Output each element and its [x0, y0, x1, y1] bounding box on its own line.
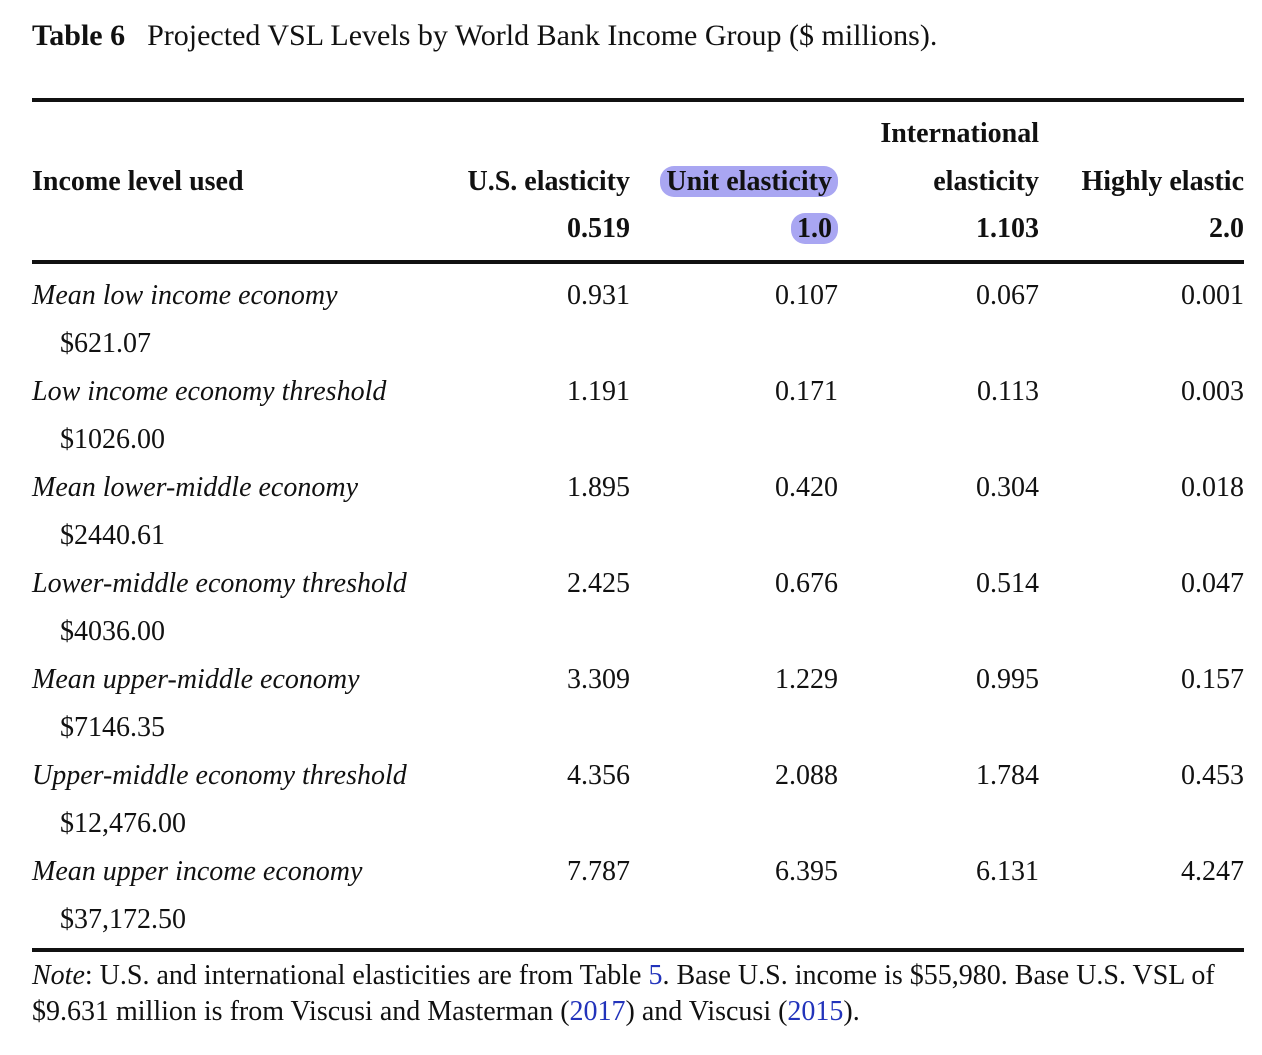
table-title: Projected VSL Levels by World Bank Incom…: [147, 19, 938, 52]
cell-highly-elastic: 0.001: [1181, 280, 1244, 311]
row-income: $2440.61: [60, 520, 165, 551]
row-name: Mean upper-middle economy: [32, 664, 360, 695]
cell-us: 1.191: [567, 376, 630, 407]
table-caption: Table 6 Projected VSL Levels by World Ban…: [32, 16, 937, 56]
header-income-level: Income level used: [32, 166, 244, 197]
cell-us: 7.787: [567, 856, 630, 887]
header-international-value: 1.103: [976, 213, 1039, 244]
cell-international: 0.113: [977, 376, 1039, 407]
cell-highly-elastic: 0.157: [1181, 664, 1244, 695]
cell-international: 0.995: [976, 664, 1039, 695]
cell-unit: 0.107: [775, 280, 838, 311]
row-income: $7146.35: [60, 712, 165, 743]
header-rule: [32, 260, 1244, 264]
table-label: Table 6: [32, 19, 126, 52]
cell-international: 0.304: [976, 472, 1039, 503]
row-income: $4036.00: [60, 616, 165, 647]
row-income: $37,172.50: [60, 904, 186, 935]
cell-unit: 2.088: [775, 760, 838, 791]
cell-international: 1.784: [976, 760, 1039, 791]
cell-us: 1.895: [567, 472, 630, 503]
header-us-elasticity: U.S. elasticity: [467, 166, 630, 197]
note-text-1: : U.S. and international elasticities ar…: [84, 960, 649, 991]
citation-2017-link[interactable]: 2017: [569, 996, 626, 1027]
cell-highly-elastic: 0.453: [1181, 760, 1244, 791]
header-us-elasticity-value: 0.519: [567, 213, 630, 244]
cell-highly-elastic: 4.247: [1181, 856, 1244, 887]
cell-us: 2.425: [567, 568, 630, 599]
citation-2015-link[interactable]: 2015: [787, 996, 844, 1027]
row-income: $621.07: [60, 328, 151, 359]
row-name: Upper-middle economy threshold: [32, 760, 407, 791]
cell-unit: 6.395: [775, 856, 838, 887]
row-income: $12,476.00: [60, 808, 186, 839]
note-label: Note: [32, 960, 85, 991]
cell-international: 0.514: [976, 568, 1039, 599]
row-name: Low income economy threshold: [32, 376, 387, 407]
header-unit-elasticity: Unit elasticity: [660, 164, 838, 200]
cell-international: 6.131: [976, 856, 1039, 887]
cell-unit: 0.676: [775, 568, 838, 599]
table-5-link[interactable]: 5: [648, 960, 663, 991]
header-highly-elastic-value: 2.0: [1209, 213, 1244, 244]
row-name: Lower-middle economy threshold: [32, 568, 407, 599]
cell-unit: 0.420: [775, 472, 838, 503]
row-name: Mean lower-middle economy: [32, 472, 359, 503]
row-income: $1026.00: [60, 424, 165, 455]
row-name: Mean low income economy: [32, 280, 338, 311]
cell-unit: 1.229: [775, 664, 838, 695]
highlight-unit-elasticity: Unit elasticity: [660, 166, 838, 197]
header-unit-elasticity-value: 1.0: [791, 211, 838, 247]
cell-highly-elastic: 0.018: [1181, 472, 1244, 503]
note-text-3: ) and Viscusi (: [625, 996, 788, 1027]
bottom-rule: [32, 948, 1244, 952]
cell-us: 3.309: [567, 664, 630, 695]
header-international-line1: International: [880, 118, 1039, 149]
note-text-4: ).: [843, 996, 860, 1027]
cell-international: 0.067: [976, 280, 1039, 311]
table-note: Note: U.S. and international elasticitie…: [32, 958, 1252, 1030]
row-name: Mean upper income economy: [32, 856, 363, 887]
header-highly-elastic: Highly elastic: [1081, 166, 1244, 197]
cell-us: 4.356: [567, 760, 630, 791]
highlight-unit-elasticity-value: 1.0: [791, 213, 838, 244]
cell-highly-elastic: 0.003: [1181, 376, 1244, 407]
note-text-2: . Base U.S. income is $55,980. Base U.S.…: [32, 960, 1215, 1027]
cell-unit: 0.171: [775, 376, 838, 407]
cell-highly-elastic: 0.047: [1181, 568, 1244, 599]
header-international-line2: elasticity: [933, 166, 1039, 197]
top-rule: [32, 98, 1244, 102]
cell-us: 0.931: [567, 280, 630, 311]
